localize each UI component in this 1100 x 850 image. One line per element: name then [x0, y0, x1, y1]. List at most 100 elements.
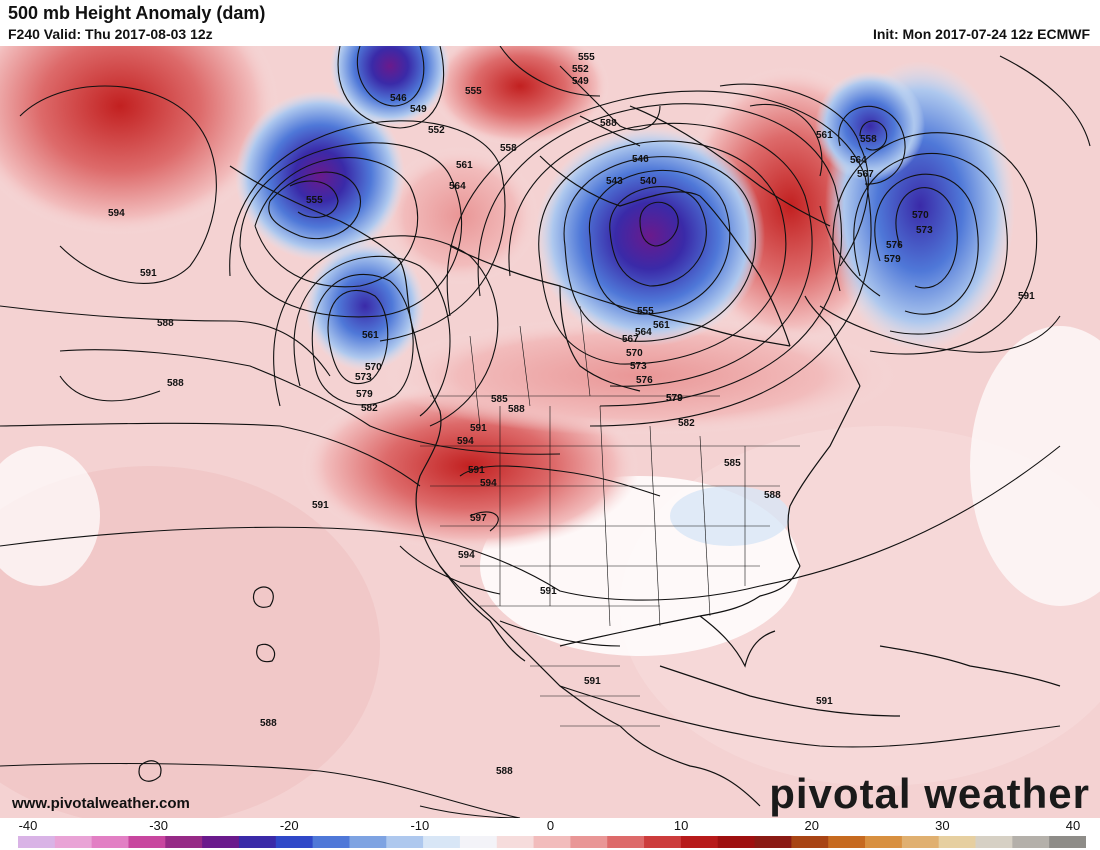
contour-label: 570	[365, 362, 382, 373]
negative-anomaly-alaska	[235, 91, 405, 261]
map-header: 500 mb Height Anomaly (dam) F240 Valid: …	[0, 0, 1100, 46]
political-boundaries	[420, 305, 800, 727]
colorbar-swatch	[349, 836, 387, 848]
colorbar-swatch	[644, 836, 682, 848]
colorbar-swatch	[680, 836, 719, 848]
colorbar-swatch	[165, 836, 203, 848]
colorbar-swatch	[386, 836, 424, 848]
positive-anomaly-northpacific	[0, 46, 280, 236]
contour-label: 588	[764, 490, 781, 501]
colorbar-ticks: -40 -30 -20 -10 0 10 20 30 40	[0, 818, 1100, 836]
contour-label: 576	[886, 240, 903, 251]
contour-label: 555	[306, 195, 323, 206]
contour-label: 597	[470, 513, 487, 524]
negative-anomaly-hudsonbay	[535, 126, 765, 346]
contour-label: 558	[500, 143, 517, 154]
colorbar-swatch	[312, 836, 350, 848]
colorbar-tick-label: 0	[546, 818, 555, 833]
contour-label: 558	[860, 134, 877, 145]
contour-label: 588	[496, 766, 513, 777]
height-contours	[0, 46, 1091, 818]
contour-label: 543	[606, 176, 623, 187]
contour-label: 564	[449, 181, 466, 192]
contour-label: 564	[635, 327, 652, 338]
anomaly-region	[0, 466, 380, 818]
website-label[interactable]: www.pivotalweather.com	[12, 795, 190, 812]
colorbar-swatch	[91, 836, 129, 848]
contour-label: 552	[428, 125, 445, 136]
contour-label: 588	[508, 404, 525, 415]
colorbar-swatch	[18, 836, 56, 848]
colorbar-tick-label: 40	[1065, 818, 1081, 833]
contour-label: 585	[724, 458, 741, 469]
negative-anomaly-baffin	[815, 71, 925, 181]
contour-label: 591	[140, 268, 157, 279]
colorbar-tick-label: 20	[804, 818, 819, 833]
colorbar-tick-label: -20	[279, 818, 299, 833]
colorbar-swatch	[975, 836, 1013, 848]
contour-label: 540	[640, 176, 657, 187]
negative-anomaly-bering	[330, 46, 450, 126]
positive-anomaly-southcanada	[380, 316, 900, 436]
contour-label: 591	[816, 696, 833, 707]
contour-label: 576	[636, 375, 653, 386]
contour-label: 573	[355, 372, 372, 383]
brand-logo: pivotal weather	[769, 770, 1090, 817]
colorbar-swatch	[607, 836, 645, 848]
contour-label: 564	[850, 155, 867, 166]
colorbar-swatch	[901, 836, 940, 848]
contour-label: 591	[312, 500, 329, 511]
contour-label: 549	[410, 104, 427, 115]
colorbar-swatch	[865, 836, 903, 848]
contour-label: 588	[157, 318, 174, 329]
contour-label: 561	[816, 130, 833, 141]
contour-label: 555	[578, 52, 595, 63]
contour-label: 582	[361, 403, 378, 414]
contour-label: 594	[480, 478, 497, 489]
valid-time-label: F240 Valid: Thu 2017-08-03 12z	[8, 26, 213, 42]
contour-label: 579	[884, 254, 901, 265]
contour-label: 555	[465, 86, 482, 97]
positive-anomaly-canada	[380, 146, 540, 286]
colorbar-swatch	[423, 836, 461, 848]
contour-label: 582	[678, 418, 695, 429]
contour-label: 549	[572, 76, 589, 87]
contour-label: 591	[1018, 291, 1035, 302]
colorbar-swatch	[496, 836, 535, 848]
colorbar-swatch	[238, 836, 277, 848]
contour-label: 552	[572, 64, 589, 75]
contour-label: 561	[653, 320, 670, 331]
map-canvas: 594 591 588 588 591 588 594 597 591 594 …	[0, 46, 1100, 818]
contour-label: 591	[470, 423, 487, 434]
contour-label: 594	[108, 208, 125, 219]
colorbar-swatch	[1012, 836, 1050, 848]
neutral-region	[0, 446, 100, 586]
colorbar-swatch	[717, 836, 756, 848]
contour-label: 588	[600, 118, 617, 129]
colorbar-tick-label: 10	[673, 818, 689, 833]
colorbar-swatch	[275, 836, 314, 848]
colorbar-swatch	[128, 836, 166, 848]
contour-label: 573	[630, 361, 647, 372]
contour-label: 561	[362, 330, 379, 341]
colorbar-swatch	[54, 836, 93, 848]
colorbar-tick-label: -40	[18, 818, 38, 833]
contour-label: 573	[916, 225, 933, 236]
colorbar-swatch	[202, 836, 240, 848]
colorbar-swatch	[754, 836, 792, 848]
contour-label: 570	[912, 210, 929, 221]
init-time-label: Init: Mon 2017-07-24 12z ECMWF	[872, 26, 1090, 42]
colorbar	[18, 836, 1086, 848]
contour-label: 555	[637, 306, 654, 317]
contour-label: 579	[666, 393, 683, 404]
contour-label: 591	[584, 676, 601, 687]
weak-negative-region	[670, 486, 790, 546]
height-anomaly-map[interactable]: 594 591 588 588 591 588 594 597 591 594 …	[0, 46, 1100, 818]
colorbar-swatch	[828, 836, 866, 848]
contour-label: 546	[390, 93, 407, 104]
contour-label: 588	[260, 718, 277, 729]
contour-label: 579	[666, 393, 683, 404]
contour-label: 561	[456, 160, 473, 171]
colorbar-swatch	[533, 836, 571, 848]
contour-label: 567	[857, 169, 874, 180]
